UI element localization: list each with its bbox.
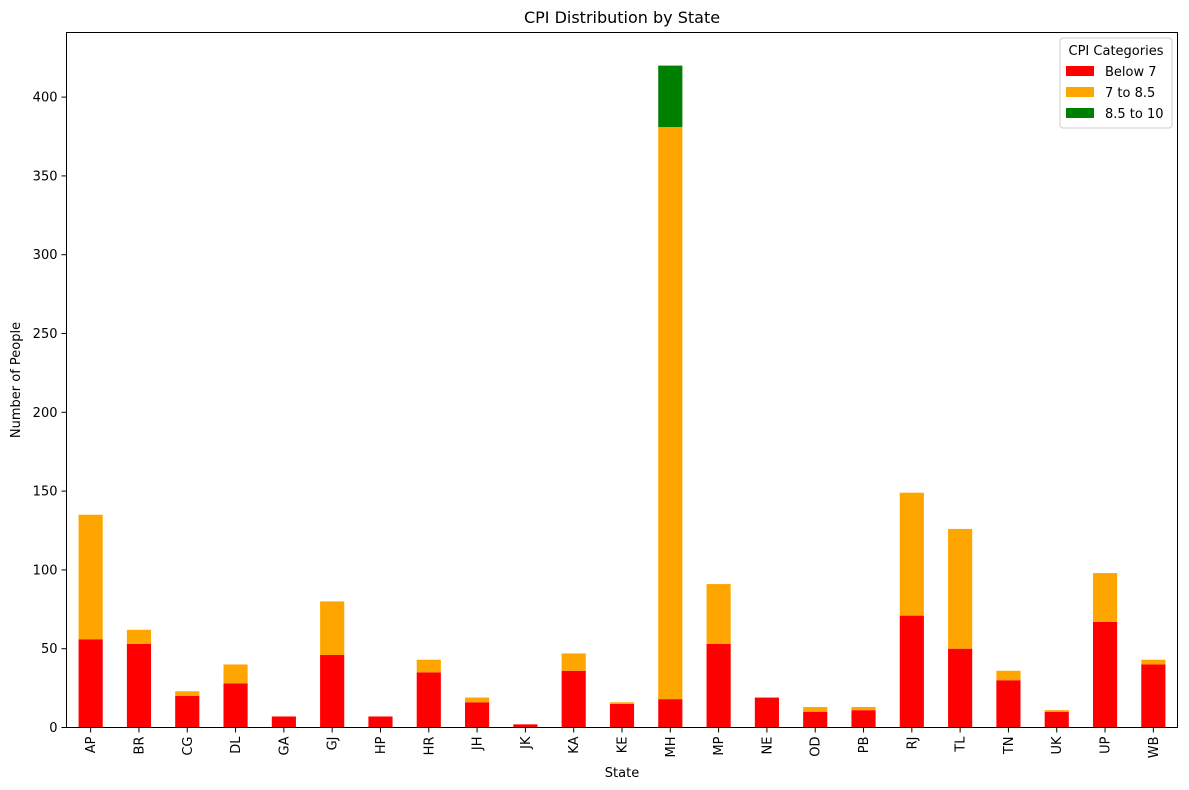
legend-title: CPI Categories [1069, 44, 1164, 59]
y-tick-label: 50 [41, 642, 58, 657]
bar-tn-series-0 [996, 680, 1021, 728]
x-tick-label: UP [1099, 736, 1114, 754]
legend-label: 7 to 8.5 [1105, 86, 1155, 101]
bars-layer [78, 65, 1166, 728]
x-tick-label: JK [519, 736, 534, 750]
bar-ap-series-0 [78, 639, 103, 728]
bar-ke-series-0 [609, 703, 635, 728]
bar-hp-series-0 [368, 716, 393, 728]
legend: CPI Categories Below 7 7 to 8.5 8.5 to 10 [1059, 37, 1173, 129]
bar-gj-series-1 [320, 601, 345, 656]
bar-mh-series-1 [658, 127, 683, 700]
bar-wb-series-0 [1141, 664, 1166, 728]
x-axis: AP BR CG DL GA GJ HP HR JH JK KA KE MH MP NE OD PB RJ TL TN… [84, 727, 1162, 759]
chart-title: CPI Distribution by State [524, 8, 720, 27]
legend-box [1059, 37, 1173, 129]
bar-uk-series-0 [1044, 711, 1069, 728]
y-axis: 0 50 100 150 200 250 300 350 400 [33, 91, 67, 736]
legend-label: 8.5 to 10 [1105, 107, 1164, 122]
bar-pb-series-0 [851, 710, 876, 728]
legend-swatch [1066, 87, 1094, 97]
bar-tl-series-0 [948, 648, 973, 728]
bar-jh-series-0 [465, 702, 490, 728]
x-tick-label: PB [857, 737, 872, 754]
x-tick-label: HR [422, 737, 437, 756]
plot-frame [66, 32, 1178, 728]
bar-mh-series-0 [658, 699, 683, 728]
x-tick-label: RJ [905, 737, 920, 750]
x-tick-label: TN [1002, 737, 1017, 756]
bar-mp-series-1 [706, 584, 731, 644]
bar-gj-series-0 [320, 655, 345, 728]
bar-hr-series-0 [416, 672, 441, 728]
bar-br-series-0 [126, 643, 152, 728]
x-tick-label: MH [664, 737, 679, 758]
y-tick-label: 0 [49, 721, 57, 736]
legend-swatch [1066, 108, 1094, 118]
bar-tn-series-1 [996, 670, 1021, 681]
bar-ke-series-1 [609, 702, 635, 704]
x-tick-label: MP [712, 736, 727, 755]
bar-br-series-1 [126, 629, 152, 644]
bar-mp-series-0 [706, 643, 731, 728]
x-tick-label: HP [374, 736, 389, 754]
y-tick-label: 350 [33, 169, 58, 184]
x-tick-label: DL [229, 736, 244, 754]
bar-tl-series-1 [948, 528, 973, 649]
y-tick-label: 300 [33, 248, 58, 263]
bar-pb-series-1 [851, 707, 876, 711]
x-tick-label: TL [954, 736, 969, 753]
x-tick-label: JH [471, 737, 486, 752]
bar-ne-series-0 [754, 697, 779, 728]
x-tick-label: GA [277, 736, 292, 755]
bar-dl-series-1 [223, 664, 248, 684]
x-tick-label: KE [616, 737, 631, 754]
bar-ka-series-0 [561, 670, 586, 728]
bar-od-series-0 [803, 711, 828, 728]
bar-dl-series-0 [223, 683, 248, 728]
x-tick-label: UK [1050, 736, 1065, 755]
x-tick-label: KA [567, 736, 582, 753]
bar-rj-series-0 [899, 615, 924, 728]
y-tick-label: 250 [33, 327, 58, 342]
y-tick-label: 100 [33, 563, 58, 578]
bar-ap-series-1 [78, 514, 103, 640]
legend-label: Below 7 [1105, 65, 1157, 80]
bar-rj-series-1 [899, 492, 924, 616]
x-tick-label: BR [132, 737, 147, 755]
x-tick-label: AP [84, 736, 99, 753]
x-tick-label: CG [181, 737, 196, 756]
y-tick-label: 150 [33, 485, 58, 500]
y-axis-label: Number of People [9, 322, 24, 438]
y-tick-label: 200 [33, 406, 58, 421]
y-tick-label: 400 [33, 91, 58, 106]
bar-jk-series-0 [513, 724, 538, 728]
bar-ka-series-1 [561, 653, 586, 671]
x-tick-label: NE [760, 737, 775, 755]
x-tick-label: WB [1147, 737, 1162, 759]
bar-ga-series-0 [271, 716, 296, 728]
bar-wb-series-1 [1141, 659, 1166, 665]
bar-hr-series-1 [416, 659, 441, 673]
legend-swatch [1066, 66, 1094, 76]
x-axis-label: State [605, 766, 639, 781]
bar-up-series-1 [1092, 573, 1118, 622]
bar-mh-series-2 [658, 65, 683, 128]
x-tick-label: OD [809, 737, 824, 757]
bar-cg-series-0 [175, 695, 200, 728]
bar-cg-series-1 [175, 691, 200, 696]
bar-od-series-1 [803, 707, 828, 712]
x-tick-label: GJ [326, 737, 341, 751]
bar-uk-series-1 [1044, 710, 1069, 712]
bar-up-series-0 [1092, 621, 1118, 728]
bar-jh-series-1 [465, 697, 490, 703]
